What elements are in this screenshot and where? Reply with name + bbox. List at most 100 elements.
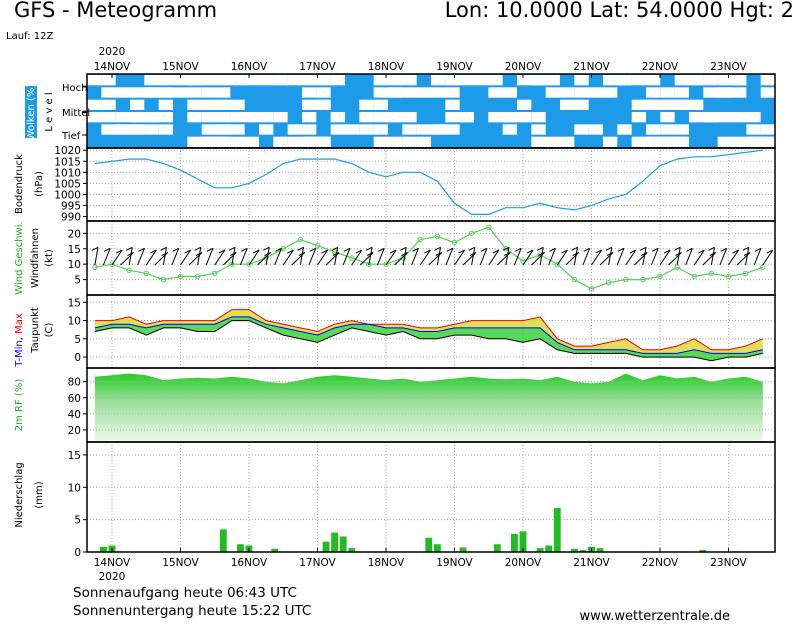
wind-barb-feather	[549, 247, 556, 252]
wind-barb	[496, 252, 511, 266]
cloud-clear-cell	[660, 124, 689, 135]
wind-barb-feather	[264, 252, 271, 256]
cloud-clear-cell	[531, 112, 546, 123]
day-label-bottom: 20NOV	[505, 557, 542, 569]
wind-barb	[625, 249, 637, 266]
humidity-area	[94, 373, 763, 442]
cloud-clear-cell	[703, 75, 718, 86]
wind-barb	[197, 247, 202, 266]
wind-barb	[522, 249, 534, 266]
sunrise-text: Sonnenaufgang heute 06:43 UTC	[73, 585, 297, 601]
wind-barb-feather	[617, 247, 625, 252]
cloud-clear-cell	[416, 136, 431, 147]
wind-speed-point	[571, 276, 578, 283]
cloud-clear-cell	[144, 124, 159, 135]
cloud-clear-cell	[574, 75, 589, 86]
precip-bar	[570, 548, 578, 552]
wind-speed-point	[503, 246, 509, 252]
cloud-clear-cell	[144, 75, 173, 86]
temp-tick-label: 10	[68, 316, 81, 328]
wind-tick-label: 5	[74, 275, 81, 287]
website-link[interactable]: www.wetterzentrale.de	[579, 609, 730, 624]
wind-barb	[376, 248, 385, 266]
cloud-clear-cell	[302, 75, 331, 86]
precip-tick-label: 10	[68, 482, 81, 494]
cloud-clear-cell	[216, 112, 231, 123]
wind-barb	[462, 252, 477, 266]
cloud-clear-cell	[531, 124, 546, 135]
wind-barb-feather	[708, 246, 715, 251]
day-label-bottom: 22NOV	[642, 557, 679, 569]
cloud-clear-cell	[631, 75, 661, 86]
cloud-clear-cell	[216, 75, 245, 86]
wind-barb-feather	[343, 247, 351, 252]
wind-barb	[591, 249, 602, 266]
wind-speed-point	[554, 261, 560, 267]
wind-speed-point	[229, 261, 235, 267]
cloud-clear-cell	[760, 87, 775, 98]
wind-barb-feather	[400, 246, 407, 251]
wind-barb-feather	[218, 249, 226, 254]
wind-barb	[428, 252, 443, 266]
wind-barb-feather	[228, 246, 236, 251]
cloud-clear-cell	[216, 99, 245, 110]
cloud-clear-cell	[388, 112, 417, 123]
cloud-clear-cell	[574, 124, 589, 135]
wind-speed-point	[605, 279, 612, 286]
wind-barb	[419, 249, 431, 266]
wind-barb-feather	[720, 247, 727, 252]
precip-tick-label: 5	[74, 515, 81, 527]
wind-barb	[745, 247, 750, 266]
temp-tick-label: 5	[74, 334, 81, 346]
pressure-tick-label: 1005	[54, 178, 81, 190]
cloud-clear-cell	[259, 112, 274, 123]
wind-barb-feather	[766, 249, 774, 254]
cloud-clear-cell	[187, 99, 216, 110]
wind-barb	[513, 248, 522, 266]
precip-panel-border	[86, 441, 776, 553]
day-label-bottom: 18NOV	[368, 557, 405, 569]
wind-barb	[702, 252, 717, 266]
day-label-top: 17NOV	[299, 61, 336, 73]
cloud-level-hoch: Hoch	[62, 83, 87, 94]
cloud-clear-cell	[187, 75, 216, 86]
precip-bar	[219, 529, 227, 552]
wind-barb	[642, 247, 647, 266]
cloud-clear-cell	[144, 87, 173, 98]
cloud-clear-cell	[373, 124, 388, 135]
wind-barb-feather	[367, 252, 374, 256]
pressure-unit-group: (hPa)	[34, 171, 45, 197]
cloud-clear-cell	[359, 99, 374, 110]
cloud-clear-cell	[502, 112, 532, 123]
precip-bar	[271, 548, 279, 552]
wind-barb-feather	[160, 246, 167, 251]
wind-speed-point	[708, 270, 715, 277]
wind-barb-feather	[754, 247, 762, 252]
day-label-top: 14NOV	[94, 61, 131, 73]
cloud-clear-cell	[101, 87, 130, 98]
cloud-clear-cell	[646, 124, 661, 135]
cloud-clear-cell	[402, 87, 431, 98]
wind-speed-point	[366, 261, 372, 267]
wind-speed-point	[417, 236, 423, 243]
precip-bar	[348, 548, 356, 552]
precip-bar	[545, 545, 553, 552]
humidity-tick-label: 80	[68, 377, 81, 389]
cloud-clear-cell	[158, 99, 173, 110]
precip-bar	[699, 550, 707, 552]
wind-barb	[188, 252, 203, 266]
cloud-clear-cell	[746, 124, 761, 135]
cloud-level-axis-label: L e v e l	[44, 92, 55, 131]
wind-barb	[728, 249, 739, 266]
cloud-clear-cell	[273, 75, 288, 86]
wind-barb-feather	[571, 246, 578, 251]
wind-barb	[599, 252, 614, 266]
cloud-clear-cell	[287, 124, 302, 135]
cloud-clear-cell	[259, 124, 274, 135]
day-label-top: 21NOV	[573, 61, 610, 73]
wind-barb-feather	[127, 252, 134, 256]
day-label-bottom: 19NOV	[436, 557, 473, 569]
cloud-clear-cell	[474, 75, 503, 86]
wind-barb	[548, 248, 556, 266]
